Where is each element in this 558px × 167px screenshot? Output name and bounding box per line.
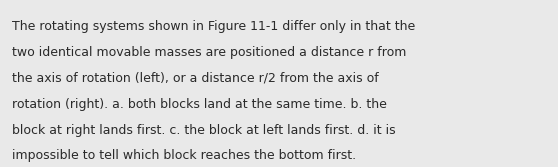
Text: the axis of rotation (left), or a distance r/2 from the axis of: the axis of rotation (left), or a distan…	[12, 72, 379, 85]
Text: The rotating systems shown in Figure 11-1 differ only in that the: The rotating systems shown in Figure 11-…	[12, 20, 416, 33]
Text: impossible to tell which block reaches the bottom first.: impossible to tell which block reaches t…	[12, 149, 357, 162]
Text: block at right lands first. c. the block at left lands first. d. it is: block at right lands first. c. the block…	[12, 124, 396, 137]
Text: rotation (right). a. both blocks land at the same time. b. the: rotation (right). a. both blocks land at…	[12, 98, 387, 111]
Text: two identical movable masses are positioned a distance r from: two identical movable masses are positio…	[12, 46, 407, 59]
